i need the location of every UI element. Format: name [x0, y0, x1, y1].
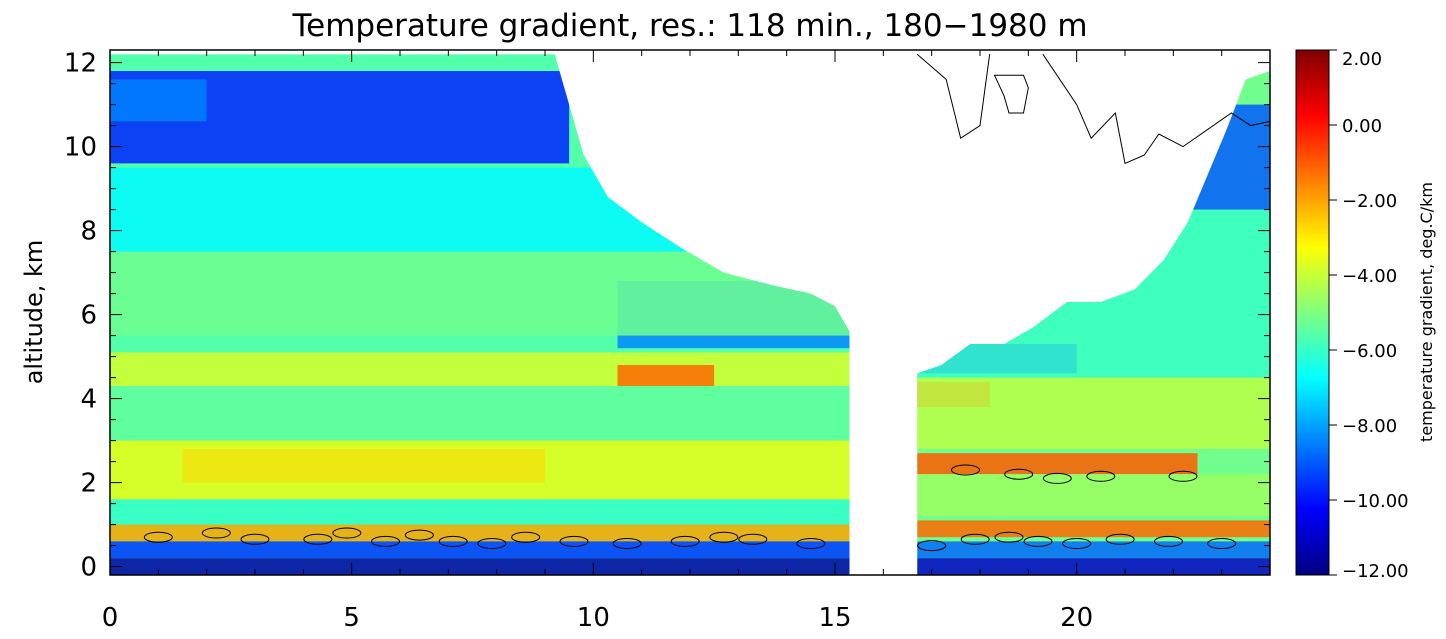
contour-24 [951, 464, 980, 476]
colorbar-tick-label: −4.00 [1342, 266, 1397, 287]
contour-9 [511, 531, 541, 543]
contour-3 [303, 533, 333, 545]
contour-21 [1105, 533, 1135, 545]
y-tick-label: 2 [80, 469, 97, 499]
heatmap-cell-5 [110, 352, 850, 386]
contour-8 [477, 538, 507, 549]
contour-22 [1154, 535, 1183, 547]
contour-25 [1004, 468, 1034, 480]
heatmap-field [110, 50, 1270, 575]
y-tick-label: 4 [80, 385, 97, 415]
contour-5 [371, 535, 400, 547]
contour-11 [612, 538, 642, 549]
contour-26 [1042, 472, 1072, 484]
contour-12 [670, 535, 700, 547]
y-tick-label: 12 [64, 49, 97, 79]
chart-title: Temperature gradient, res.: 118 min., 18… [291, 8, 1087, 44]
colorbar-tick-label: −10.00 [1342, 491, 1409, 512]
contour-28 [1168, 470, 1198, 482]
heatmap-cell-12 [110, 541, 850, 559]
contour-16 [917, 540, 947, 552]
colorbar-title: temperature gradient, deg.C/km [1417, 182, 1436, 442]
y-tick-label: 10 [64, 133, 97, 163]
heatmap-cell-7 [110, 386, 850, 441]
colorbar-tick-label: −12.00 [1342, 561, 1409, 582]
colorbar-tick-label: 2.00 [1342, 49, 1382, 70]
colorbar-tick-label: −2.00 [1342, 191, 1397, 212]
colorbar [1295, 49, 1330, 576]
x-tick-label: 0 [102, 603, 119, 633]
x-axis: 0 5 10 15 20 [102, 50, 1271, 633]
contour-14 [738, 533, 768, 545]
data-gap [849, 50, 918, 575]
contour-1 [201, 527, 231, 539]
heatmap-cell-6 [617, 365, 715, 386]
contour-6 [404, 529, 434, 541]
colorbar-tick-label: −8.00 [1342, 416, 1397, 437]
colorbar-tick-label: −6.00 [1342, 341, 1397, 362]
contour-20 [1062, 538, 1092, 549]
cloud-contour [916, 53, 1270, 165]
heatmap-cell-22 [917, 541, 1270, 559]
contour-13 [709, 531, 739, 543]
contour-19 [1023, 535, 1053, 547]
contour-lines [143, 53, 1270, 552]
x-tick-label: 10 [577, 603, 610, 633]
heatmap-cell-1 [110, 79, 207, 122]
heatmap-cell-11 [110, 524, 850, 542]
colorbar-ticks: 2.00 0.00 −2.00 −4.00 −6.00 −8.00 −10.00 −12.00 [1329, 49, 1409, 582]
heatmap-cell-21 [917, 520, 1270, 538]
contour-18 [994, 531, 1024, 543]
heatmap-cell-9 [110, 440, 850, 500]
heatmap-cell-18 [917, 377, 1270, 449]
contour-17 [960, 533, 990, 545]
contour-4 [332, 527, 362, 539]
heatmap-cell-13 [110, 558, 850, 575]
y-axis-label: altitude, km [20, 240, 48, 385]
y-tick-label: 0 [80, 553, 97, 583]
x-tick-label: 5 [343, 603, 360, 633]
y-tick-label: 8 [80, 217, 97, 247]
contour-23 [1207, 538, 1237, 549]
contour-0 [143, 531, 173, 543]
x-tick-label: 15 [818, 603, 851, 633]
contour-2 [240, 533, 270, 545]
contour-15 [796, 538, 826, 549]
contour-27 [1086, 470, 1116, 482]
y-axis: 0 2 4 6 8 10 12 [64, 49, 1270, 583]
heatmap-cell-20 [917, 474, 1270, 517]
heatmap-cell-10 [110, 499, 850, 525]
y-tick-label: 6 [80, 301, 97, 331]
contour-10 [559, 535, 589, 547]
heatmap-cell-19 [917, 453, 1198, 475]
contour-7 [438, 535, 468, 547]
x-tick-label: 20 [1060, 603, 1093, 633]
colorbar-tick-label: 0.00 [1342, 116, 1382, 137]
no-data-mask [110, 50, 1270, 374]
heatmap-cell-23 [917, 558, 1270, 575]
cloud-contour-small [993, 74, 1029, 114]
